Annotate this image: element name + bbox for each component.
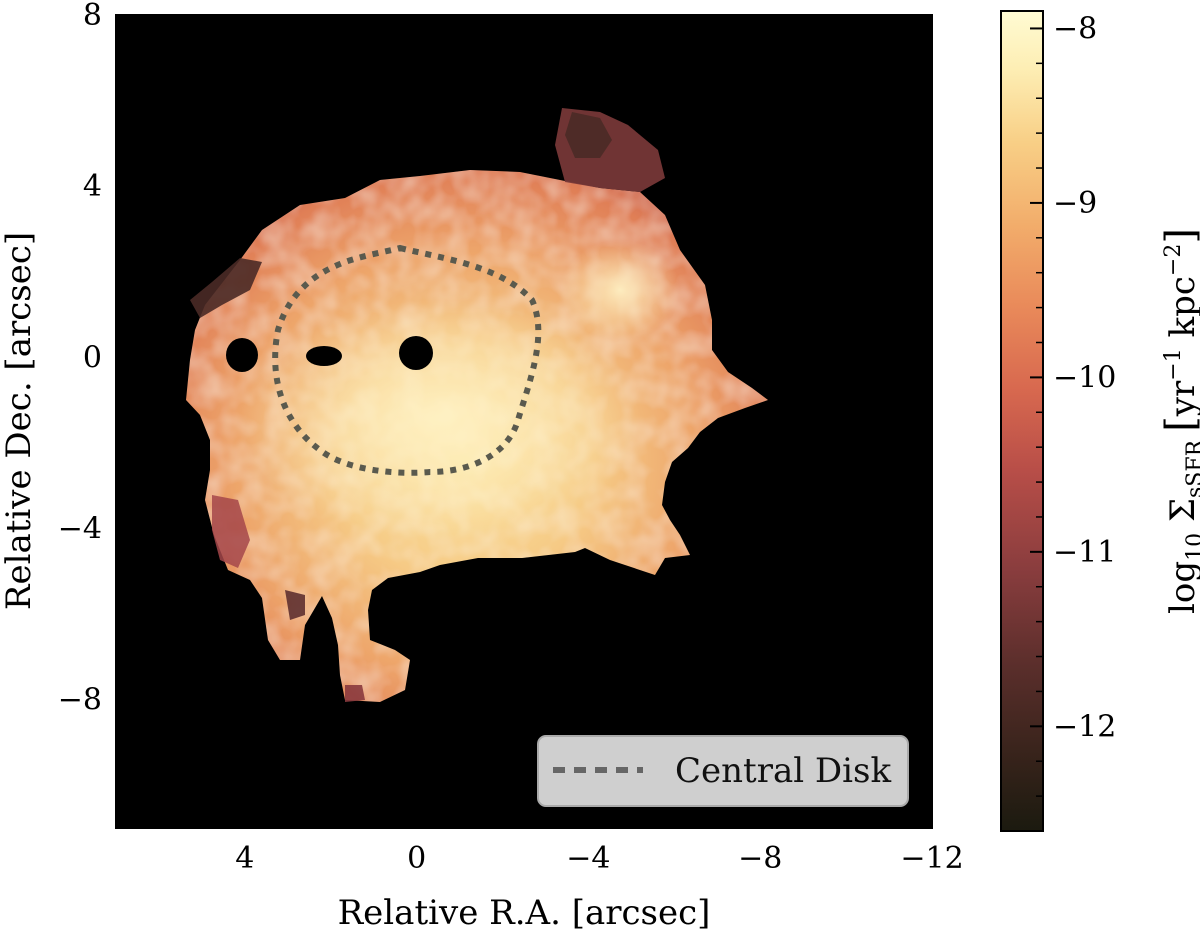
- x-tick-label: −8: [738, 841, 782, 876]
- y-axis-label: Relative Dec. [arcsec]: [0, 232, 39, 610]
- y-tick-label: 4: [83, 169, 102, 204]
- colorbar-tick-label: −12: [1053, 709, 1116, 744]
- colorbar-ticks: −8 −9 −10 −11 −12: [1030, 11, 1116, 797]
- colorbar-gradient: [1000, 10, 1044, 832]
- dark-region: [565, 112, 612, 158]
- plot-frame: [115, 14, 933, 829]
- colorbar-label: log10 ΣsSFR[yr−1 kpc−2]: [1158, 228, 1200, 614]
- dark-region: [212, 495, 250, 568]
- y-axis-ticks: 8 4 0 −4 −8: [58, 0, 932, 718]
- x-axis-ticks: 4 0 −4 −8 −12: [235, 15, 964, 876]
- colorbar: −8 −9 −10 −11 −12: [1000, 10, 1116, 832]
- colorbar-tick-label: −10: [1053, 360, 1116, 395]
- colorbar-tick-label: −11: [1053, 535, 1116, 570]
- central-disk-contour: [272, 244, 542, 476]
- masked-hole: [399, 336, 433, 370]
- masked-hole: [306, 346, 342, 366]
- bright-region: [560, 240, 680, 340]
- y-tick-label: 0: [83, 340, 102, 375]
- y-tick-label: −8: [58, 683, 102, 718]
- x-axis-label: Relative R.A. [arcsec]: [338, 893, 711, 933]
- y-tick-label: −4: [58, 511, 102, 546]
- legend: Central Disk: [537, 735, 909, 807]
- x-tick-label: −4: [566, 841, 610, 876]
- masked-hole: [226, 338, 258, 372]
- colorbar-tick-label: −8: [1053, 11, 1097, 46]
- dark-region: [285, 590, 305, 620]
- y-tick-label: 8: [83, 0, 102, 33]
- x-tick-label: 0: [407, 841, 426, 876]
- dark-region: [345, 685, 365, 702]
- legend-box: [537, 735, 909, 807]
- legend-label-central-disk: Central Disk: [675, 751, 891, 791]
- map-panel: 4 0 −4 −8 −12 8 4 0 −4 −8: [58, 0, 964, 876]
- x-tick-label: −12: [900, 841, 963, 876]
- bright-region: [240, 300, 640, 540]
- dark-region: [190, 258, 262, 318]
- x-tick-label: 4: [235, 841, 254, 876]
- colorbar-tick-label: −9: [1053, 186, 1097, 221]
